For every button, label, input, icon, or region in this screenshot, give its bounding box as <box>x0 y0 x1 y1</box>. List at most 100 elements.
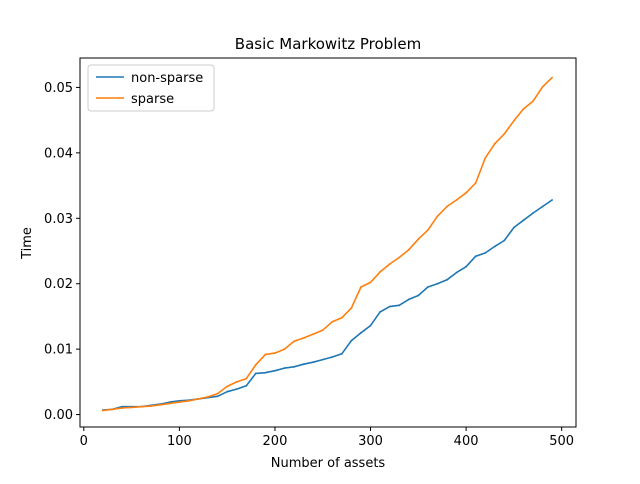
data-point-sparse <box>293 340 295 343</box>
data-point-non-sparse <box>388 305 391 308</box>
data-point-non-sparse <box>455 271 458 274</box>
data-point-sparse <box>369 281 372 284</box>
data-point-sparse <box>551 76 553 79</box>
x-tick-label: 100 <box>167 434 192 449</box>
data-point-non-sparse <box>398 304 401 307</box>
x-tick-label: 0 <box>80 434 88 449</box>
data-point-non-sparse <box>446 278 448 281</box>
plot-area-frame <box>79 57 577 428</box>
data-point-non-sparse <box>226 390 229 393</box>
data-point-sparse <box>379 271 381 273</box>
data-point-sparse <box>283 348 286 350</box>
data-point-sparse <box>465 191 467 194</box>
data-point-sparse <box>197 398 200 400</box>
x-axis: 0 100 200 300 400 500 <box>80 427 574 449</box>
data-point-sparse <box>532 100 534 103</box>
data-point-sparse <box>360 286 362 288</box>
chart-title: Basic Markowitz Problem <box>235 35 421 53</box>
y-axis: 0.00 0.01 0.02 0.03 0.04 0.05 <box>44 81 80 423</box>
data-point-non-sparse <box>522 219 525 222</box>
data-point-sparse <box>235 381 238 383</box>
data-point-sparse <box>398 256 401 259</box>
data-point-non-sparse <box>379 311 381 313</box>
data-point-sparse <box>264 353 267 356</box>
data-point-non-sparse <box>216 395 219 398</box>
data-point-non-sparse <box>293 365 295 368</box>
data-point-non-sparse <box>427 286 429 288</box>
data-point-non-sparse <box>493 245 496 248</box>
data-point-sparse <box>446 205 448 208</box>
data-point-sparse <box>168 402 171 405</box>
legend-label-non-sparse: non-sparse <box>131 71 203 86</box>
data-point-non-sparse <box>350 339 353 342</box>
data-point-non-sparse <box>264 371 267 374</box>
data-point-sparse <box>149 405 152 407</box>
x-tick-label: 200 <box>263 434 288 449</box>
data-point-sparse <box>159 403 162 406</box>
data-point-non-sparse <box>121 405 123 408</box>
series-layer <box>102 76 553 412</box>
data-point-sparse <box>388 263 391 265</box>
data-point-sparse <box>302 337 305 339</box>
data-point-sparse <box>407 248 410 251</box>
data-point-sparse <box>226 385 229 388</box>
data-point-sparse <box>427 229 429 232</box>
legend-label-sparse: sparse <box>131 92 174 107</box>
x-tick-label: 300 <box>358 434 383 449</box>
data-point-sparse <box>111 408 114 411</box>
data-point-non-sparse <box>312 361 315 364</box>
data-point-non-sparse <box>551 199 553 201</box>
data-point-non-sparse <box>341 352 343 355</box>
data-point-non-sparse <box>331 356 334 358</box>
data-point-non-sparse <box>283 367 286 369</box>
data-point-sparse <box>455 199 458 201</box>
data-point-sparse <box>522 108 525 110</box>
x-axis-label: Number of assets <box>271 456 386 471</box>
data-point-non-sparse <box>274 369 276 372</box>
data-point-sparse <box>513 119 515 122</box>
data-point-non-sparse <box>484 252 487 254</box>
data-point-sparse <box>130 406 133 409</box>
y-axis-label: Time <box>20 227 35 260</box>
data-point-non-sparse <box>407 298 410 301</box>
data-point-sparse <box>140 405 143 408</box>
data-point-sparse <box>350 307 353 309</box>
data-point-non-sparse <box>321 358 324 361</box>
y-tick-label: 0.03 <box>44 212 73 227</box>
data-point-sparse <box>321 329 324 332</box>
x-tick-label: 500 <box>549 434 574 449</box>
series-line-sparse <box>102 77 553 412</box>
data-point-sparse <box>216 392 219 395</box>
data-point-sparse <box>503 133 506 135</box>
y-tick-label: 0.04 <box>44 146 73 161</box>
data-point-sparse <box>484 157 487 160</box>
data-point-sparse <box>331 320 334 323</box>
data-point-non-sparse <box>369 324 372 327</box>
legend: non-sparse sparse <box>87 64 215 112</box>
data-point-non-sparse <box>254 372 257 375</box>
data-point-sparse <box>178 401 181 403</box>
data-point-non-sparse <box>465 265 467 268</box>
data-point-non-sparse <box>360 331 362 334</box>
data-point-non-sparse <box>235 388 238 390</box>
data-point-sparse <box>245 377 248 380</box>
y-tick-label: 0.05 <box>44 81 73 96</box>
data-point-non-sparse <box>417 294 420 297</box>
data-point-sparse <box>102 409 104 412</box>
data-point-sparse <box>541 85 544 88</box>
data-point-sparse <box>493 142 496 145</box>
data-point-non-sparse <box>474 255 477 258</box>
data-point-non-sparse <box>503 239 506 242</box>
data-point-non-sparse <box>302 363 305 366</box>
data-point-sparse <box>207 396 210 398</box>
y-tick-label: 0.01 <box>44 343 73 358</box>
x-tick-label: 400 <box>454 434 479 449</box>
data-point-sparse <box>121 407 123 409</box>
data-point-sparse <box>436 215 439 218</box>
data-point-sparse <box>274 352 276 354</box>
data-point-sparse <box>312 333 315 335</box>
data-point-sparse <box>188 399 190 402</box>
y-tick-label: 0.00 <box>44 408 73 423</box>
data-point-non-sparse <box>541 205 544 208</box>
